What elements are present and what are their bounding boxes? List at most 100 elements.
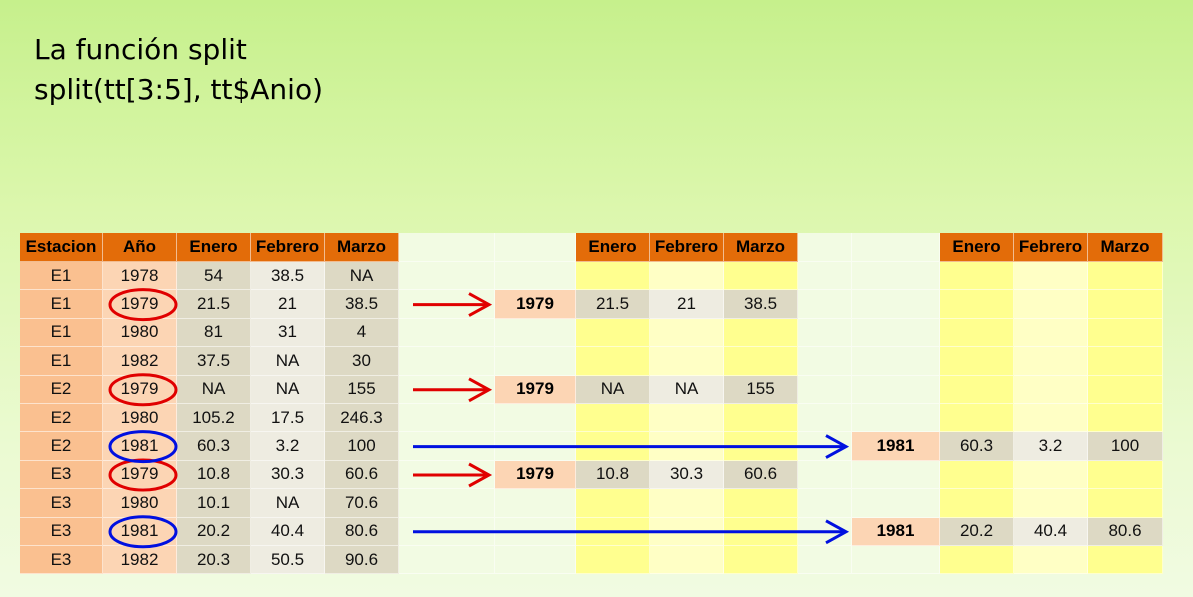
empty-cell bbox=[798, 546, 852, 575]
empty-cell bbox=[798, 375, 852, 404]
slide-title: La función split split(tt[3:5], tt$Anio) bbox=[34, 30, 323, 110]
split-1979-empty-cell bbox=[576, 347, 650, 376]
empty-cell bbox=[399, 318, 495, 348]
split-1979-empty-cell bbox=[650, 318, 724, 348]
split-1979-value-cell: 155 bbox=[724, 375, 798, 404]
split-1981-empty-cell bbox=[1088, 262, 1163, 291]
split-1979-empty-cell bbox=[576, 432, 650, 461]
split-1979-empty-cell bbox=[724, 262, 798, 291]
source-cell: 4 bbox=[325, 318, 399, 348]
empty-cell bbox=[852, 375, 940, 404]
split-1981-value-cell: 20.2 bbox=[940, 517, 1014, 546]
source-cell: 30 bbox=[325, 347, 399, 376]
split-1981-value-cell: 60.3 bbox=[940, 432, 1014, 461]
empty-cell bbox=[798, 233, 852, 262]
split-1981-empty-cell bbox=[1088, 404, 1163, 433]
source-cell: E1 bbox=[20, 347, 103, 376]
empty-cell bbox=[852, 404, 940, 433]
split-1981-year-cell: 1981 bbox=[852, 517, 940, 546]
split-1981-empty-cell bbox=[1088, 375, 1163, 404]
split-1981-year-cell: 1981 bbox=[852, 432, 940, 461]
source-cell: 21.5 bbox=[177, 290, 251, 319]
source-cell: 1982 bbox=[103, 546, 177, 575]
source-cell: 60.6 bbox=[325, 460, 399, 490]
split-1981-empty-cell bbox=[940, 375, 1014, 404]
split-1981-header-cell: Febrero bbox=[1014, 233, 1088, 262]
source-cell: E1 bbox=[20, 262, 103, 291]
source-cell: 10.8 bbox=[177, 460, 251, 490]
empty-cell bbox=[495, 318, 576, 348]
source-cell: 105.2 bbox=[177, 404, 251, 433]
title-line-2: split(tt[3:5], tt$Anio) bbox=[34, 73, 323, 106]
split-1979-empty-cell bbox=[576, 262, 650, 291]
spreadsheet-grid: Estacion Año Enero Febrero Marzo Enero Febrero… bbox=[20, 233, 1163, 575]
header-cell: Marzo bbox=[325, 233, 399, 262]
empty-cell bbox=[852, 233, 940, 262]
split-1981-empty-cell bbox=[1014, 375, 1088, 404]
split-1979-value-cell: NA bbox=[650, 375, 724, 404]
empty-cell bbox=[852, 489, 940, 518]
empty-cell bbox=[399, 290, 495, 319]
split-1981-empty-cell bbox=[940, 546, 1014, 575]
split-1979-empty-cell bbox=[576, 404, 650, 433]
split-1981-empty-cell bbox=[1088, 318, 1163, 348]
split-1981-empty-cell bbox=[1088, 347, 1163, 376]
split-1981-empty-cell bbox=[940, 290, 1014, 319]
source-cell: E1 bbox=[20, 318, 103, 348]
source-cell: 17.5 bbox=[251, 404, 325, 433]
source-cell: 1979 bbox=[103, 375, 177, 404]
source-cell: 1980 bbox=[103, 318, 177, 348]
empty-cell bbox=[495, 432, 576, 461]
source-cell: 40.4 bbox=[251, 517, 325, 546]
empty-cell bbox=[495, 489, 576, 518]
empty-cell bbox=[798, 460, 852, 490]
split-1981-empty-cell bbox=[940, 262, 1014, 291]
empty-cell bbox=[399, 546, 495, 575]
split-1981-empty-cell bbox=[940, 404, 1014, 433]
split-1979-empty-cell bbox=[576, 489, 650, 518]
source-cell: 10.1 bbox=[177, 489, 251, 518]
source-cell: 30.3 bbox=[251, 460, 325, 490]
source-cell: E2 bbox=[20, 404, 103, 433]
source-cell: 54 bbox=[177, 262, 251, 291]
source-cell: 1979 bbox=[103, 290, 177, 319]
empty-cell bbox=[399, 489, 495, 518]
empty-cell bbox=[399, 233, 495, 262]
split-1979-empty-cell bbox=[650, 404, 724, 433]
title-line-1: La función split bbox=[34, 33, 247, 66]
split-1979-value-cell: 60.6 bbox=[724, 460, 798, 490]
empty-cell bbox=[852, 546, 940, 575]
empty-cell bbox=[798, 489, 852, 518]
split-1981-empty-cell bbox=[940, 460, 1014, 490]
split-1981-empty-cell bbox=[1088, 489, 1163, 518]
split-1979-empty-cell bbox=[650, 262, 724, 291]
source-cell: 21 bbox=[251, 290, 325, 319]
split-1979-year-cell: 1979 bbox=[495, 375, 576, 404]
split-1979-empty-cell bbox=[576, 318, 650, 348]
split-1981-empty-cell bbox=[1014, 347, 1088, 376]
split-1979-value-cell: 21.5 bbox=[576, 290, 650, 319]
source-cell: E1 bbox=[20, 290, 103, 319]
source-cell: 37.5 bbox=[177, 347, 251, 376]
split-1979-year-cell: 1979 bbox=[495, 460, 576, 490]
split-1981-empty-cell bbox=[1088, 546, 1163, 575]
split-1979-value-cell: 10.8 bbox=[576, 460, 650, 490]
source-cell: 80.6 bbox=[325, 517, 399, 546]
source-cell: NA bbox=[177, 375, 251, 404]
source-cell: 1981 bbox=[103, 432, 177, 461]
source-cell: 1979 bbox=[103, 460, 177, 490]
source-cell: E3 bbox=[20, 546, 103, 575]
split-1981-empty-cell bbox=[940, 489, 1014, 518]
header-cell: Año bbox=[103, 233, 177, 262]
empty-cell bbox=[495, 347, 576, 376]
empty-cell bbox=[399, 262, 495, 291]
source-cell: 155 bbox=[325, 375, 399, 404]
split-1979-header-cell: Febrero bbox=[650, 233, 724, 262]
split-1979-empty-cell bbox=[650, 546, 724, 575]
header-cell: Estacion bbox=[20, 233, 103, 262]
source-cell: 1982 bbox=[103, 347, 177, 376]
empty-cell bbox=[852, 460, 940, 490]
empty-cell bbox=[852, 347, 940, 376]
source-cell: 38.5 bbox=[251, 262, 325, 291]
split-1979-value-cell: 21 bbox=[650, 290, 724, 319]
